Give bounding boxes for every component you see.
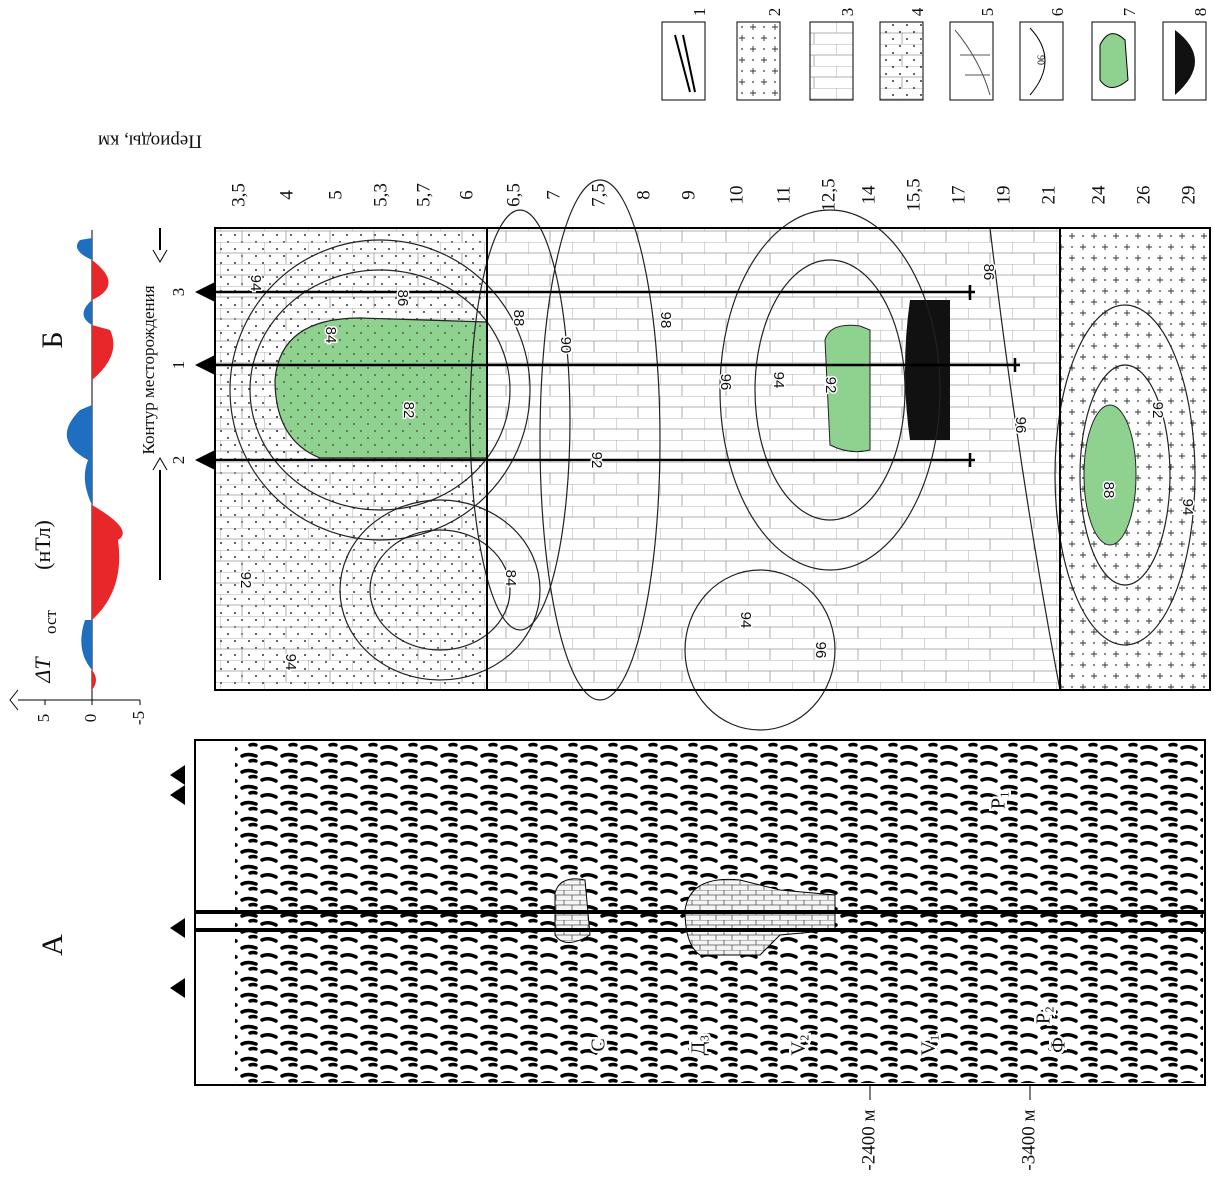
period-label: 14	[858, 185, 879, 205]
legend-label: 4	[908, 7, 927, 16]
period-label: 10	[726, 186, 747, 205]
layer-label: P₂	[1033, 1006, 1055, 1024]
period-label: 6,5	[503, 183, 524, 207]
layer-label: V₂	[788, 1034, 810, 1055]
well-label: 1	[169, 361, 188, 370]
period-label: 7	[543, 190, 564, 200]
period-label: 21	[1038, 186, 1059, 205]
period-label: 17	[948, 186, 969, 205]
panel-label: А	[36, 934, 69, 956]
panel-label: Б	[36, 331, 69, 348]
contour-label: 84	[502, 570, 519, 587]
contour-label: 86	[980, 264, 997, 281]
axis-unit: (нТл)	[30, 520, 55, 570]
period-label: 11	[773, 186, 794, 204]
contour-label: 94	[282, 654, 299, 671]
layer-label: C	[588, 1038, 610, 1051]
y-tick-label: 0	[81, 714, 100, 723]
contour-label: 88	[1100, 482, 1117, 499]
contour-label: 96	[717, 374, 734, 391]
contour-label: 94	[247, 275, 264, 292]
legend	[662, 22, 1206, 100]
contour-label: 90	[557, 337, 574, 354]
period-label: 9	[678, 190, 699, 200]
period-label: 19	[993, 186, 1014, 205]
depth-label: -3400 м	[1018, 1109, 1039, 1170]
period-label: 29	[1178, 186, 1199, 205]
legend-label: 6	[1048, 8, 1067, 17]
legend-label: 8	[1191, 8, 1210, 17]
period-label: 3,5	[228, 183, 249, 207]
period-label: 5,3	[370, 183, 391, 207]
contour-label: 92	[237, 572, 254, 589]
period-label: 24	[1088, 185, 1109, 205]
period-label: 5,7	[413, 183, 434, 207]
figure: А Б ΔT ост (нТл) 5 0 -5 Контур месторождения 3 1 2 3…	[0, 0, 1214, 1196]
contour-label: 88	[510, 310, 527, 327]
contour-label: 92	[588, 452, 605, 469]
contour-label: 92	[822, 377, 839, 394]
axis-symbol: ΔT	[30, 656, 55, 684]
contour-label: 92	[1149, 402, 1166, 419]
period-label: 8	[633, 190, 654, 200]
legend-sample: 90	[1035, 55, 1046, 65]
y-tick-label: 5	[34, 714, 53, 723]
period-label: 5	[325, 190, 346, 200]
contour-label: 94	[737, 612, 754, 629]
well-label: 3	[169, 288, 188, 297]
period-label: 15,5	[903, 178, 924, 211]
legend-label: 7	[1120, 7, 1139, 16]
contour-label: 96	[812, 642, 829, 659]
period-label: 26	[1133, 186, 1154, 205]
period-label: 6	[456, 190, 477, 200]
legend-label: 2	[765, 8, 784, 17]
well-label: 2	[169, 456, 188, 465]
legend-label: 1	[690, 8, 709, 17]
contour-label: 94	[1179, 499, 1196, 516]
axis-subscript: ост	[41, 609, 60, 633]
layer-label: Д₃	[688, 1035, 710, 1056]
depth-label: -2400 м	[858, 1109, 879, 1170]
period-label: 12,5	[818, 178, 839, 211]
period-label: 4	[276, 190, 297, 200]
contour-label: 84	[322, 327, 339, 344]
contour-label: 82	[400, 402, 417, 419]
field-contour-label: Контур месторождения	[139, 285, 158, 454]
period-label: 7,5	[588, 183, 609, 207]
spectral-map	[153, 180, 1210, 730]
legend-label: 5	[978, 8, 997, 17]
contour-label: 94	[770, 372, 787, 389]
layer-label: P₁	[988, 791, 1010, 809]
contour-label: 86	[394, 290, 411, 307]
contour-label: 98	[657, 312, 674, 329]
contour-label: 96	[1012, 417, 1029, 434]
layer-label: Ф	[1048, 1037, 1070, 1053]
layer-label: V₁	[918, 1034, 940, 1055]
periods-title: Периоды, км	[98, 131, 202, 152]
legend-label: 3	[838, 8, 857, 17]
magnetic-profile	[10, 230, 140, 710]
y-tick-label: -5	[129, 711, 148, 725]
